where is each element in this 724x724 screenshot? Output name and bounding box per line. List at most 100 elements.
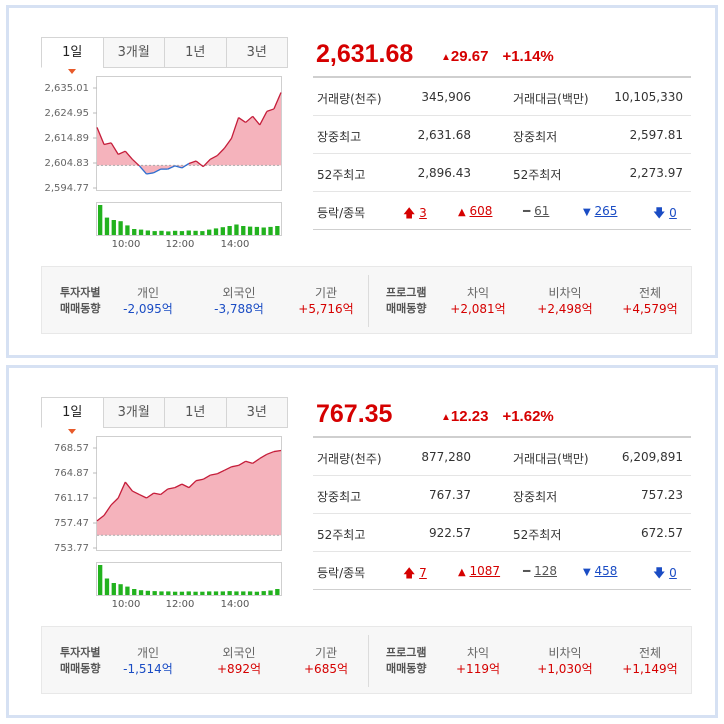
up-triangle-icon: ▲	[458, 567, 466, 578]
volume-bar	[104, 578, 110, 595]
program-trend-title: 프로그램 매매동향	[386, 645, 426, 677]
tab-1d[interactable]: 1일	[41, 37, 104, 74]
volume-bar	[220, 591, 225, 595]
flat-dash-icon: ━	[523, 564, 531, 578]
up-count-link[interactable]: 608	[469, 204, 493, 218]
non-arbitrage-value: +1,030억	[537, 662, 593, 676]
x-tick-label: 10:00	[111, 239, 141, 250]
price-line-segment	[245, 115, 254, 123]
volume-bar	[152, 231, 157, 235]
y-tick-label: 2,635.01	[44, 83, 89, 94]
x-tick-label: 12:00	[165, 599, 195, 610]
tab-3m[interactable]: 3개월	[102, 397, 165, 428]
volume-bar	[254, 226, 260, 235]
price-line-segment	[273, 449, 282, 453]
volume-bar	[98, 205, 103, 235]
upper-limit-link[interactable]: 7	[419, 566, 427, 580]
upper-limit-link[interactable]: 3	[419, 206, 427, 220]
individual-value: -2,095억	[123, 302, 173, 316]
kospi-panel: 1일 3개월 1년 3년 2,635.01 2,624.95 2,614.89 …	[6, 5, 718, 358]
tab-1y[interactable]: 1년	[164, 37, 227, 68]
price-line-segment	[223, 138, 232, 149]
individual-label: 개인	[136, 286, 160, 300]
total-value: +4,579억	[622, 302, 678, 316]
intraday-high-value: 767.37	[429, 488, 471, 502]
flat-dash-icon: ━	[523, 204, 531, 218]
upper-limit: 🡅 3	[403, 204, 427, 225]
divider	[368, 635, 369, 687]
tab-3y[interactable]: 3년	[225, 397, 288, 428]
non-arbitrage-label: 비차익	[548, 286, 582, 300]
index-change: ▲29.67 +1.14%	[441, 48, 554, 65]
lower-limit: 🡇 0	[653, 564, 677, 585]
flat-count-link[interactable]: 128	[534, 564, 557, 578]
upper-limit-arrow-icon: 🡅	[403, 206, 416, 220]
price-line-segment	[131, 158, 140, 167]
price-line-segment	[195, 160, 204, 168]
volume-bar	[193, 591, 198, 595]
volume-bar	[111, 220, 116, 235]
price-line-segment	[238, 116, 246, 123]
volume-bar	[254, 591, 260, 595]
tab-3y[interactable]: 3년	[225, 37, 288, 68]
volume-bar	[207, 229, 212, 235]
volume-bar	[145, 590, 151, 595]
stat-row: 장중최고 2,631.68 장중최저 2,597.81	[313, 116, 691, 154]
institution-value: +685억	[304, 662, 348, 676]
volume-bar	[227, 226, 232, 235]
volume-value: 877,280	[421, 450, 471, 464]
program-title-line1: 프로그램	[386, 286, 427, 299]
flat-count-link[interactable]: 61	[534, 204, 550, 218]
price-line-segment	[139, 493, 147, 499]
price-line-segment	[103, 504, 112, 516]
volume-bar	[220, 227, 225, 235]
52w-low-value: 672.57	[641, 526, 683, 540]
up-count: ▲ 608	[458, 204, 492, 218]
stat-row: 52주최고 2,896.43 52주최저 2,273.97	[313, 154, 691, 192]
price-line-segment	[188, 160, 197, 165]
lower-limit-arrow-icon: 🡇	[653, 206, 666, 220]
investor-trend-title: 투자자별 매매동향	[60, 645, 100, 677]
lower-limit-link[interactable]: 0	[669, 566, 677, 580]
down-count-link[interactable]: 458	[594, 564, 618, 578]
up-count-link[interactable]: 1087	[469, 564, 501, 578]
volume-bar	[179, 231, 185, 235]
tab-1d[interactable]: 1일	[41, 397, 104, 434]
volume-bar	[207, 591, 212, 595]
change-percent: +1.62%	[502, 408, 554, 425]
price-line-segment	[153, 168, 161, 174]
stats-table: 거래량(천주) 345,906 거래대금(백만) 10,105,330 장중최고…	[313, 76, 691, 230]
volume-bar	[159, 591, 164, 595]
down-triangle-icon: ▼	[583, 207, 591, 218]
price-line-segment	[188, 480, 197, 489]
volume-bar	[234, 224, 239, 235]
price-line-segment	[181, 162, 190, 169]
price-line-segment	[167, 165, 176, 170]
volume-bar	[261, 591, 266, 595]
individual-label: 개인	[136, 646, 160, 660]
price-line-segment	[252, 457, 261, 464]
program-title-line2: 매매동향	[386, 662, 427, 675]
tab-1y[interactable]: 1년	[164, 397, 227, 428]
individual-col: 개인 -1,514억	[108, 645, 188, 677]
down-count-link[interactable]: 265	[594, 204, 618, 218]
tab-3m[interactable]: 3개월	[102, 37, 165, 68]
price-line-segment	[132, 490, 140, 496]
up-triangle-icon: ▲	[458, 207, 466, 218]
updown-label: 등락/종목	[317, 206, 366, 220]
stat-row: 52주최고 922.57 52주최저 672.57	[313, 514, 691, 552]
non-arbitrage-value: +2,498억	[537, 302, 593, 316]
lower-limit-link[interactable]: 0	[669, 206, 677, 220]
trade-amount-value: 6,209,891	[621, 450, 683, 464]
arbitrage-label: 차익	[466, 286, 490, 300]
y-tick-label: 768.57	[54, 443, 89, 454]
chart-svg	[93, 447, 282, 595]
non-arbitrage-label: 비차익	[548, 646, 582, 660]
price-line-segment	[245, 460, 253, 464]
52w-high-value: 922.57	[429, 526, 471, 540]
volume-bar	[200, 231, 205, 235]
arbitrage-value: +2,081억	[450, 302, 506, 316]
volume-bar	[193, 230, 198, 235]
y-tick-label: 753.77	[54, 543, 89, 554]
price-line-segment	[252, 115, 261, 126]
